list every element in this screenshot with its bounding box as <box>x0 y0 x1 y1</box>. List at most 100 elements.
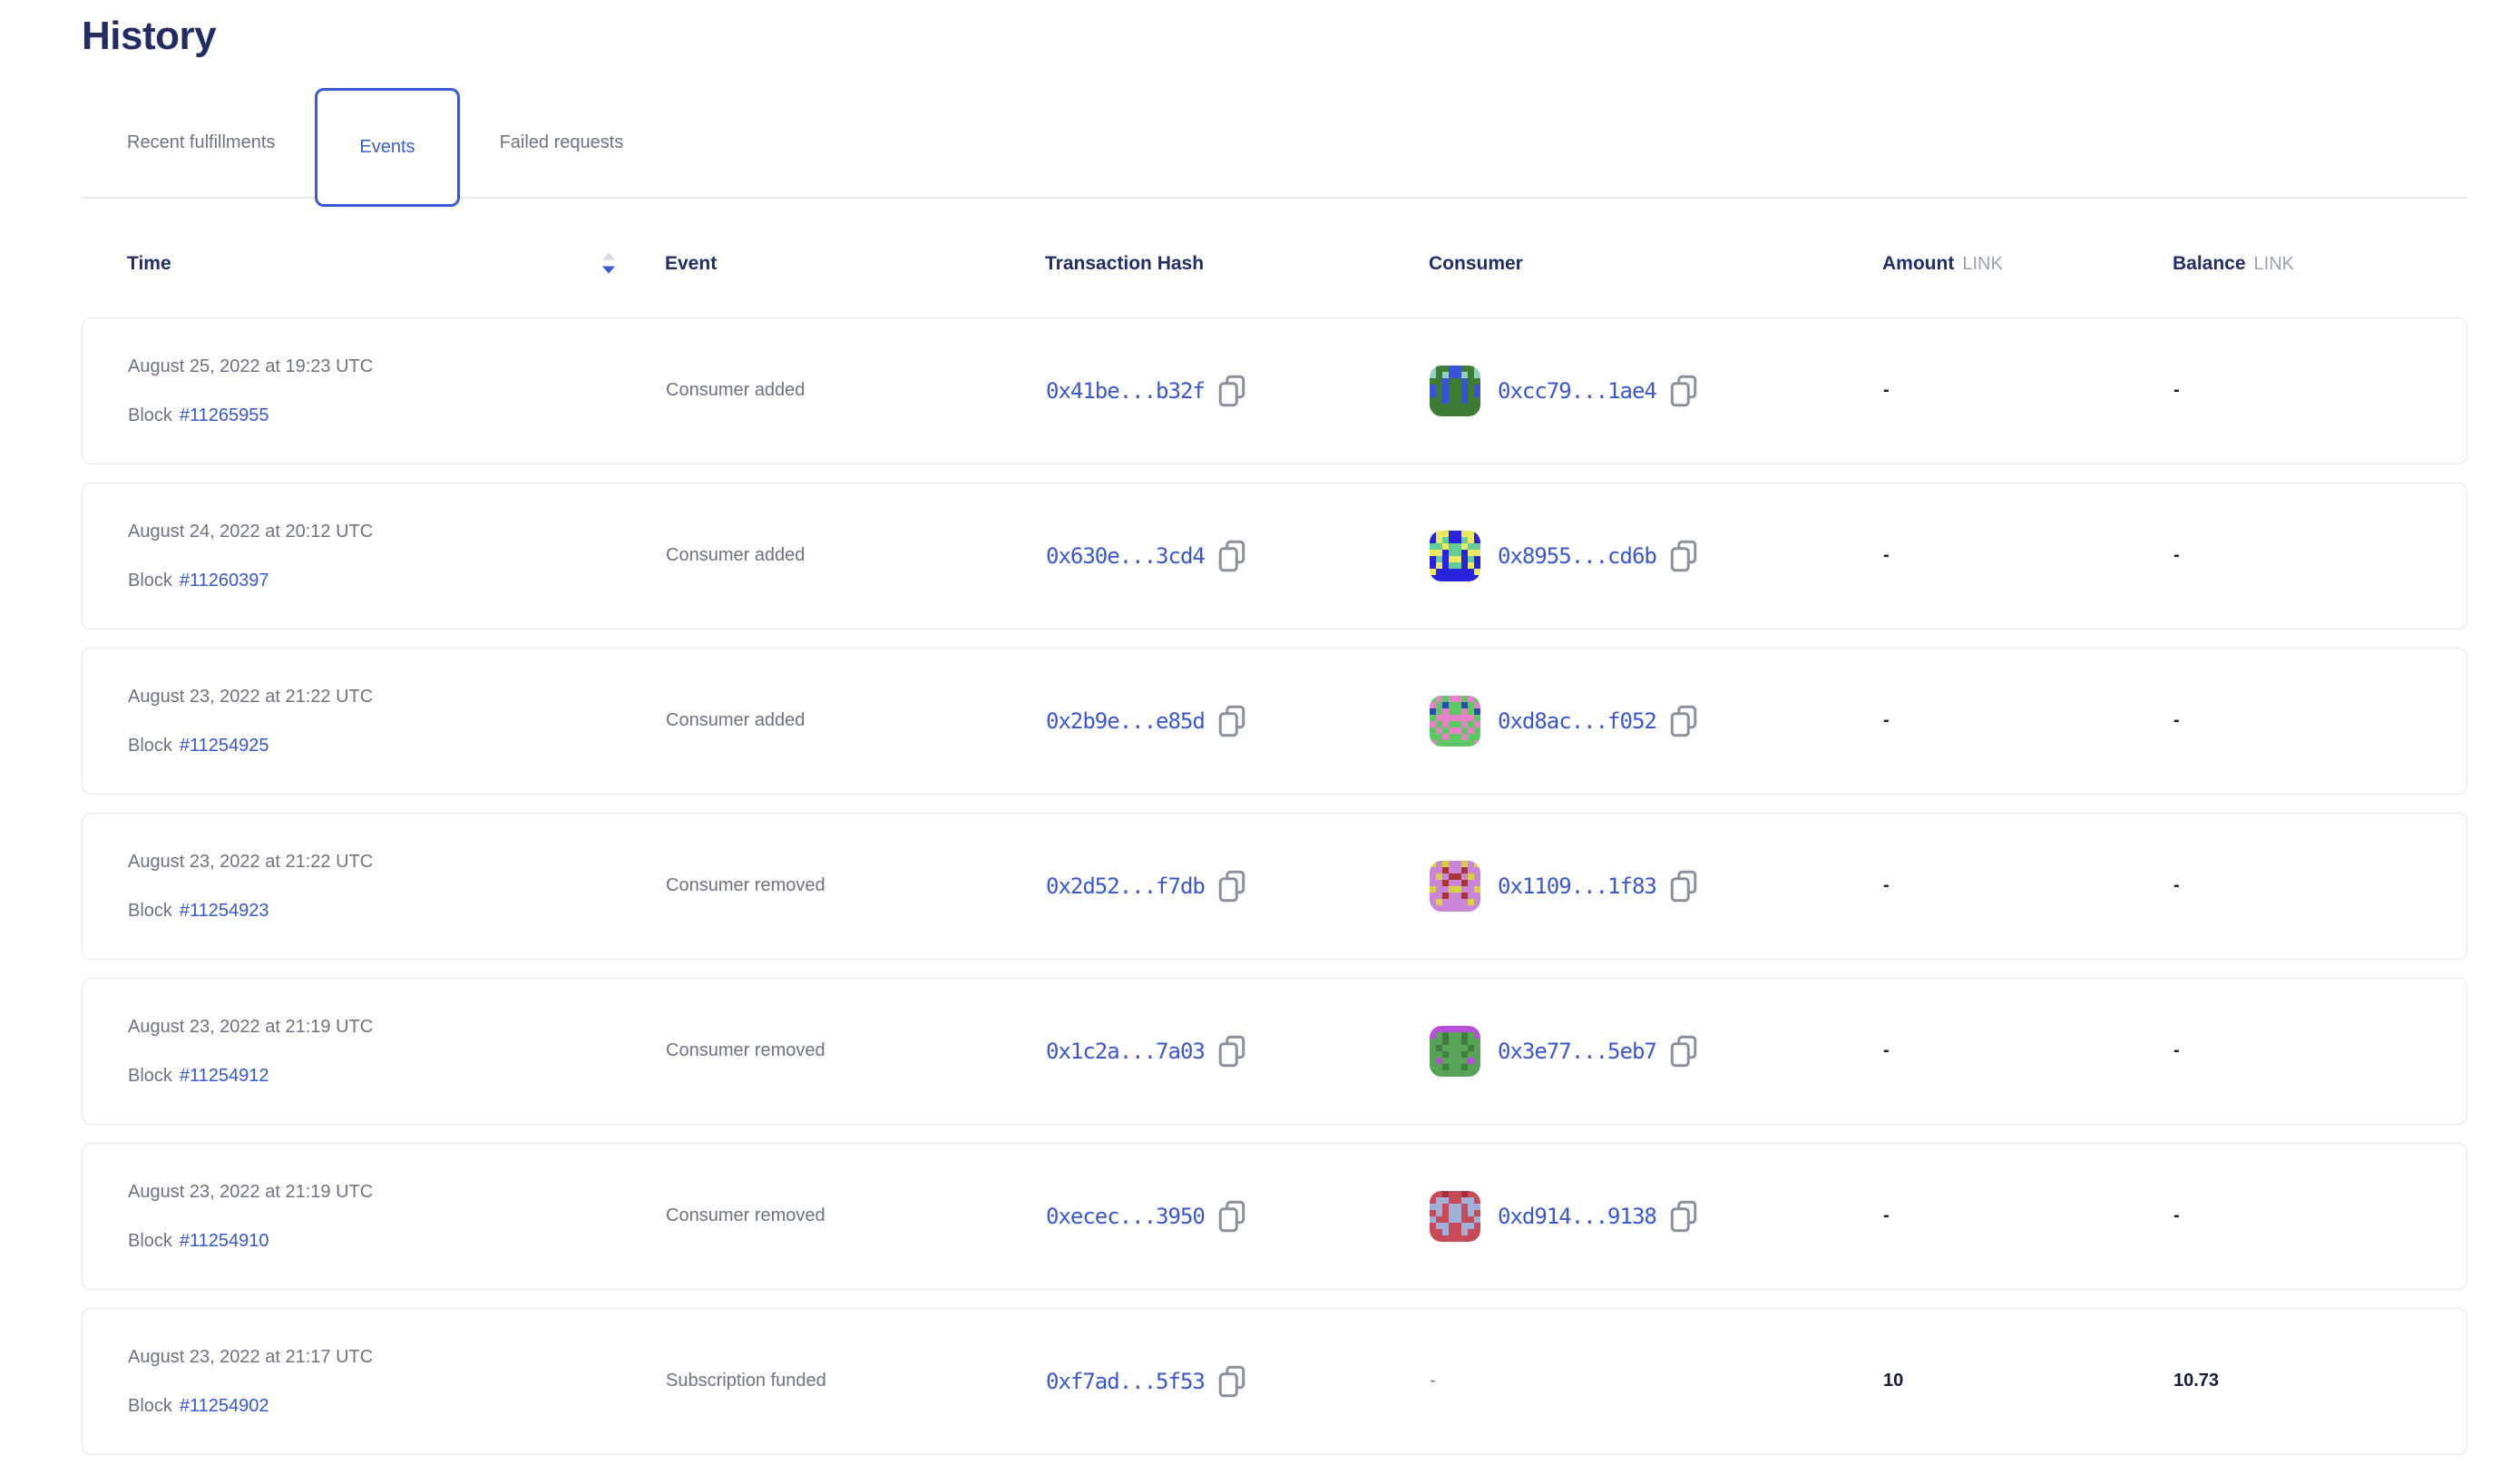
table-header: Time Event Transaction Hash Consumer Amo… <box>82 252 2467 275</box>
column-header-amount[interactable]: Amount LINK <box>1882 253 2173 275</box>
amount-unit-label: LINK <box>1962 253 2003 274</box>
event-label: Consumer added <box>666 380 806 401</box>
balance-value: 10.73 <box>2173 1371 2220 1391</box>
amount-cell: 10 <box>1883 1371 2173 1391</box>
balance-cell: - <box>2173 1040 2466 1061</box>
table-row: August 23, 2022 at 21:17 UTC Block #11254… <box>82 1307 2467 1455</box>
row-timestamp: August 24, 2022 at 20:12 UTC <box>128 521 374 542</box>
amount-value: - <box>1883 545 1890 566</box>
block-number-link[interactable]: #11254902 <box>179 1395 269 1416</box>
amount-cell: - <box>1883 545 2173 566</box>
column-header-time[interactable]: Time <box>127 252 665 275</box>
consumer-avatar <box>1430 530 1480 581</box>
transaction-hash-cell: 0x1c2a...7a03 <box>1046 1035 1430 1068</box>
block-line: Block #11260397 <box>128 570 666 591</box>
table-row: August 23, 2022 at 21:19 UTC Block #11254… <box>82 977 2467 1125</box>
transaction-hash-cell: 0x2d52...f7db <box>1046 870 1430 903</box>
amount-cell: - <box>1883 1205 2173 1226</box>
copy-icon[interactable] <box>1218 1035 1245 1068</box>
copy-icon[interactable] <box>1670 540 1697 572</box>
event-label: Consumer added <box>666 710 806 731</box>
time-cell: August 23, 2022 at 21:22 UTC Block #11254… <box>128 851 666 922</box>
sort-icon[interactable] <box>601 252 616 275</box>
balance-value: - <box>2173 1040 2180 1061</box>
consumer-address-link[interactable]: 0xd8ac...f052 <box>1498 708 1657 734</box>
copy-icon[interactable] <box>1218 1200 1245 1233</box>
column-header-balance[interactable]: Balance LINK <box>2173 253 2467 275</box>
consumer-address-link[interactable]: 0x8955...cd6b <box>1498 542 1657 569</box>
block-label: Block <box>128 570 172 590</box>
amount-value: - <box>1883 1205 1890 1226</box>
block-number-link[interactable]: #11254925 <box>179 735 269 756</box>
copy-icon[interactable] <box>1218 375 1245 407</box>
block-label: Block <box>128 1065 172 1086</box>
tx-hash-link[interactable]: 0x630e...3cd4 <box>1046 542 1206 569</box>
block-number-link[interactable]: #11260397 <box>179 570 269 590</box>
event-label: Consumer removed <box>666 1040 825 1061</box>
tx-hash-link[interactable]: 0x1c2a...7a03 <box>1046 1038 1206 1064</box>
consumer-address-link[interactable]: 0x1109...1f83 <box>1498 873 1657 899</box>
event-cell: Consumer removed <box>666 1205 1046 1226</box>
consumer-cell: 0xd914...9138 <box>1430 1190 1883 1242</box>
row-timestamp: August 23, 2022 at 21:19 UTC <box>128 1016 374 1037</box>
block-label: Block <box>128 405 172 425</box>
block-line: Block #11254910 <box>128 1230 666 1252</box>
copy-icon[interactable] <box>1670 375 1697 407</box>
time-cell: August 24, 2022 at 20:12 UTC Block #11260… <box>128 521 666 591</box>
block-label: Block <box>128 735 172 756</box>
copy-icon[interactable] <box>1670 1200 1697 1233</box>
consumer-cell: 0xcc79...1ae4 <box>1430 365 1883 416</box>
tab-failed-requests[interactable]: Failed requests <box>499 132 624 153</box>
copy-icon[interactable] <box>1218 1365 1245 1398</box>
consumer-cell: 0x8955...cd6b <box>1430 530 1883 581</box>
block-label: Block <box>128 1395 172 1416</box>
tx-hash-link[interactable]: 0xecec...3950 <box>1046 1203 1206 1229</box>
balance-value: - <box>2173 875 2180 896</box>
page-title: History <box>82 14 217 58</box>
block-number-link[interactable]: #11254912 <box>179 1065 269 1086</box>
transaction-hash-cell: 0x2b9e...e85d <box>1046 705 1430 737</box>
column-header-consumer[interactable]: Consumer <box>1429 252 1523 274</box>
balance-header-label: Balance <box>2173 252 2246 274</box>
balance-unit-label: LINK <box>2253 253 2295 274</box>
balance-cell: - <box>2173 380 2466 401</box>
block-label: Block <box>128 900 172 921</box>
copy-icon[interactable] <box>1218 870 1245 903</box>
tx-hash-link[interactable]: 0x2b9e...e85d <box>1046 708 1206 734</box>
consumer-address-link[interactable]: 0xcc79...1ae4 <box>1498 377 1657 404</box>
table-row: August 23, 2022 at 21:22 UTC Block #11254… <box>82 647 2467 795</box>
event-cell: Consumer added <box>666 380 1046 401</box>
event-cell: Consumer added <box>666 710 1046 731</box>
copy-icon[interactable] <box>1670 705 1697 737</box>
block-number-link[interactable]: #11254910 <box>179 1230 269 1251</box>
copy-icon[interactable] <box>1218 540 1245 572</box>
consumer-avatar <box>1430 860 1480 912</box>
consumer-address-link[interactable]: 0x3e77...5eb7 <box>1498 1038 1657 1064</box>
tab-events[interactable]: Events <box>315 87 460 207</box>
consumer-address-link[interactable]: 0xd914...9138 <box>1498 1203 1657 1229</box>
time-cell: August 23, 2022 at 21:19 UTC Block #11254… <box>128 1181 666 1252</box>
amount-value: 10 <box>1883 1371 1904 1391</box>
block-number-link[interactable]: #11254923 <box>179 900 269 921</box>
table-row: August 23, 2022 at 21:19 UTC Block #11254… <box>82 1142 2467 1290</box>
column-header-transaction-hash[interactable]: Transaction Hash <box>1045 252 1205 274</box>
copy-icon[interactable] <box>1670 870 1697 903</box>
column-header-event[interactable]: Event <box>665 252 718 274</box>
balance-cell: - <box>2173 1205 2466 1226</box>
copy-icon[interactable] <box>1670 1035 1697 1068</box>
consumer-empty-dash: - <box>1430 1371 1436 1391</box>
tx-hash-link[interactable]: 0xf7ad...5f53 <box>1046 1368 1206 1394</box>
event-label: Consumer added <box>666 545 806 566</box>
block-number-link[interactable]: #11265955 <box>179 405 269 425</box>
tx-hash-link[interactable]: 0x41be...b32f <box>1046 377 1206 404</box>
amount-value: - <box>1883 380 1890 401</box>
event-label: Subscription funded <box>666 1371 826 1391</box>
consumer-avatar <box>1430 1025 1480 1077</box>
copy-icon[interactable] <box>1218 705 1245 737</box>
amount-value: - <box>1883 710 1890 731</box>
block-label: Block <box>128 1230 172 1251</box>
tx-hash-link[interactable]: 0x2d52...f7db <box>1046 873 1206 899</box>
transaction-hash-cell: 0xecec...3950 <box>1046 1200 1430 1233</box>
tab-recent-fulfillments[interactable]: Recent fulfillments <box>127 132 276 153</box>
row-timestamp: August 23, 2022 at 21:19 UTC <box>128 1181 374 1202</box>
